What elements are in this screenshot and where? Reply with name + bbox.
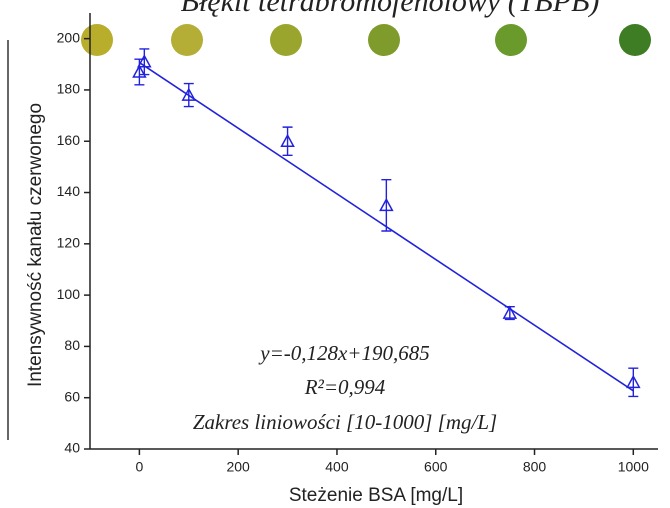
annotation: y=-0,128x+190,685 bbox=[258, 341, 429, 365]
y-tick-label: 140 bbox=[57, 183, 81, 199]
x-axis-label: Steżenie BSA [mg/L] bbox=[289, 485, 463, 506]
sample-circles bbox=[81, 24, 651, 56]
y-tick-label: 60 bbox=[64, 388, 80, 404]
sample bbox=[368, 24, 400, 56]
annotation: Zakres liniowości [10-1000] [mg/L] bbox=[193, 410, 497, 434]
sample bbox=[171, 24, 203, 56]
error-bar bbox=[381, 179, 392, 232]
x-tick-label: 1000 bbox=[618, 459, 649, 475]
point bbox=[626, 374, 641, 389]
error-bar bbox=[183, 82, 194, 108]
point bbox=[137, 54, 152, 68]
x-tick-label: 800 bbox=[523, 459, 547, 475]
sample bbox=[619, 24, 651, 56]
x-tick-label: 200 bbox=[226, 459, 250, 475]
chart-title: Błękit tetrabromofenolowy (TBPB) bbox=[181, 0, 600, 18]
y-axis-label: Intensywność kanału czerwonego bbox=[25, 103, 46, 387]
point bbox=[502, 305, 518, 319]
point bbox=[280, 133, 295, 147]
error-bar bbox=[628, 367, 639, 398]
x-tick-label: 600 bbox=[424, 459, 448, 475]
y-tick-label: 100 bbox=[57, 286, 81, 302]
sample bbox=[270, 24, 302, 56]
x-tick-label: 400 bbox=[325, 459, 349, 475]
point bbox=[132, 64, 147, 78]
x-tick-label: 0 bbox=[135, 459, 143, 475]
y-tick-label: 160 bbox=[57, 132, 81, 148]
sample bbox=[495, 24, 527, 56]
annotation: R²=0,994 bbox=[304, 375, 386, 399]
sample bbox=[81, 24, 113, 56]
y-tick-label: 200 bbox=[57, 29, 81, 45]
y-tick-label: 120 bbox=[57, 235, 81, 251]
y-tick-label: 80 bbox=[64, 337, 80, 353]
y-tick-label: 180 bbox=[57, 81, 81, 97]
y-tick-label: 40 bbox=[64, 440, 80, 456]
point bbox=[181, 87, 197, 101]
error-bar bbox=[139, 48, 150, 76]
point bbox=[379, 197, 394, 212]
error-bar bbox=[282, 126, 293, 157]
